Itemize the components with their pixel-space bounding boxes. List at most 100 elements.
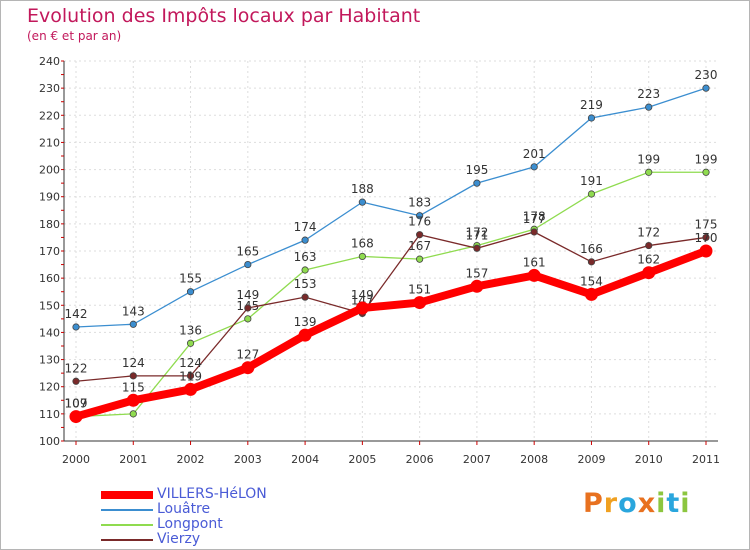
series-line-louatre xyxy=(75,87,707,328)
data-label-villers-helon: 157 xyxy=(465,266,488,280)
data-label-vierzy: 171 xyxy=(465,228,488,242)
proxiti-logo: Proxiti xyxy=(583,488,691,519)
legend-item-longpont: Longpont xyxy=(101,517,267,532)
logo-letter: P xyxy=(583,488,604,519)
data-point-longpont xyxy=(301,266,309,274)
data-label-louatre: 143 xyxy=(122,304,145,318)
legend-item-villers-helon: VILLERS-HéLON xyxy=(101,487,267,502)
legend-swatch-louatre xyxy=(101,508,153,511)
data-point-villers-helon xyxy=(126,393,140,407)
data-label-longpont: 199 xyxy=(695,152,718,166)
data-point-vierzy xyxy=(473,244,481,252)
legend-label-louatre: Louâtre xyxy=(157,501,211,517)
data-label-louatre: 165 xyxy=(236,245,259,259)
data-point-vierzy xyxy=(702,233,710,242)
series-line-villers-helon xyxy=(72,247,710,421)
logo-letter: t xyxy=(666,488,681,519)
legend-swatch-vierzy xyxy=(101,538,153,541)
x-tick-label: 2009 xyxy=(577,453,605,466)
data-point-longpont xyxy=(358,252,366,261)
y-tick-label: 190 xyxy=(39,191,60,204)
x-tick-label: 2002 xyxy=(177,453,205,466)
legend-item-louatre: Louâtre xyxy=(101,502,267,517)
data-point-villers-helon xyxy=(69,410,83,424)
data-label-vierzy: 175 xyxy=(695,217,718,231)
data-label-louatre: 195 xyxy=(465,163,488,177)
y-tick-label: 160 xyxy=(39,272,60,285)
data-label-villers-helon: 115 xyxy=(122,380,145,394)
data-point-vierzy xyxy=(416,231,424,239)
data-label-longpont: 109 xyxy=(65,397,88,411)
data-point-longpont xyxy=(645,168,653,176)
data-point-louatre xyxy=(129,320,137,328)
x-tick-label: 2005 xyxy=(348,453,376,466)
series-line-longpont xyxy=(75,171,706,418)
data-point-villers-helon xyxy=(584,287,598,301)
series-line-vierzy xyxy=(75,231,707,382)
legend-label-villers-helon: VILLERS-HéLON xyxy=(157,486,267,502)
data-point-louatre xyxy=(301,236,309,244)
data-point-vierzy xyxy=(587,258,596,266)
data-label-vierzy: 176 xyxy=(408,215,431,229)
data-point-villers-helon xyxy=(699,244,713,258)
x-tick-label: 2006 xyxy=(406,453,434,466)
data-point-vierzy xyxy=(301,293,309,301)
data-label-vierzy: 153 xyxy=(294,277,317,291)
data-label-louatre: 219 xyxy=(580,98,603,112)
data-point-louatre xyxy=(587,114,596,122)
data-label-louatre: 155 xyxy=(179,272,202,286)
x-tick-label: 2010 xyxy=(635,453,663,466)
data-point-longpont xyxy=(416,255,424,263)
data-point-villers-helon xyxy=(355,301,369,315)
legend-swatch-villers-helon xyxy=(101,490,153,499)
logo-letter: r xyxy=(603,488,619,519)
data-point-louatre xyxy=(702,84,710,92)
x-tick-label: 2007 xyxy=(463,453,491,466)
data-point-villers-helon xyxy=(527,268,541,282)
y-tick-label: 230 xyxy=(39,82,60,95)
x-tick-label: 2000 xyxy=(62,453,90,466)
data-point-longpont xyxy=(702,168,710,176)
logo-letter: i xyxy=(680,488,691,519)
data-point-louatre xyxy=(530,163,538,171)
data-label-louatre: 230 xyxy=(695,68,718,82)
chart-title: Evolution des Impôts locaux par Habitant xyxy=(27,5,421,27)
data-point-vierzy xyxy=(186,372,195,380)
legend: VILLERS-HéLON Louâtre Longpont Vierzy xyxy=(101,487,267,547)
y-tick-label: 170 xyxy=(39,245,60,258)
data-label-louatre: 223 xyxy=(637,87,660,101)
legend-swatch-longpont xyxy=(101,523,153,526)
y-tick-label: 210 xyxy=(39,136,60,149)
data-label-louatre: 174 xyxy=(294,220,317,234)
data-label-villers-helon: 139 xyxy=(294,315,317,329)
y-tick-label: 150 xyxy=(39,299,60,312)
data-label-longpont: 178 xyxy=(523,209,546,223)
data-label-villers-helon: 161 xyxy=(523,255,546,269)
data-point-louatre xyxy=(473,179,481,187)
data-point-longpont xyxy=(186,339,195,347)
data-label-villers-helon: 151 xyxy=(408,283,431,297)
data-label-longpont: 136 xyxy=(179,323,202,337)
data-point-vierzy xyxy=(530,228,538,236)
data-label-vierzy: 166 xyxy=(580,242,603,256)
logo-letter: i xyxy=(656,488,667,519)
logo-letter: o xyxy=(618,488,638,519)
data-label-vierzy: 177 xyxy=(523,212,546,226)
data-point-villers-helon xyxy=(470,279,484,293)
data-point-louatre xyxy=(358,198,366,206)
data-label-louatre: 142 xyxy=(65,307,88,321)
data-point-louatre xyxy=(645,103,653,111)
data-label-villers-helon: 162 xyxy=(637,253,660,267)
y-tick-label: 200 xyxy=(39,164,60,177)
data-label-longpont: 168 xyxy=(351,236,374,250)
y-tick-label: 110 xyxy=(39,408,60,421)
data-point-longpont xyxy=(587,190,596,198)
data-point-louatre xyxy=(416,212,424,220)
data-point-louatre xyxy=(72,323,80,331)
data-label-vierzy: 122 xyxy=(65,361,88,375)
y-tick-label: 120 xyxy=(39,381,60,394)
data-label-villers-helon: 119 xyxy=(179,369,202,383)
y-tick-label: 220 xyxy=(39,109,60,122)
data-point-vierzy xyxy=(645,241,653,250)
